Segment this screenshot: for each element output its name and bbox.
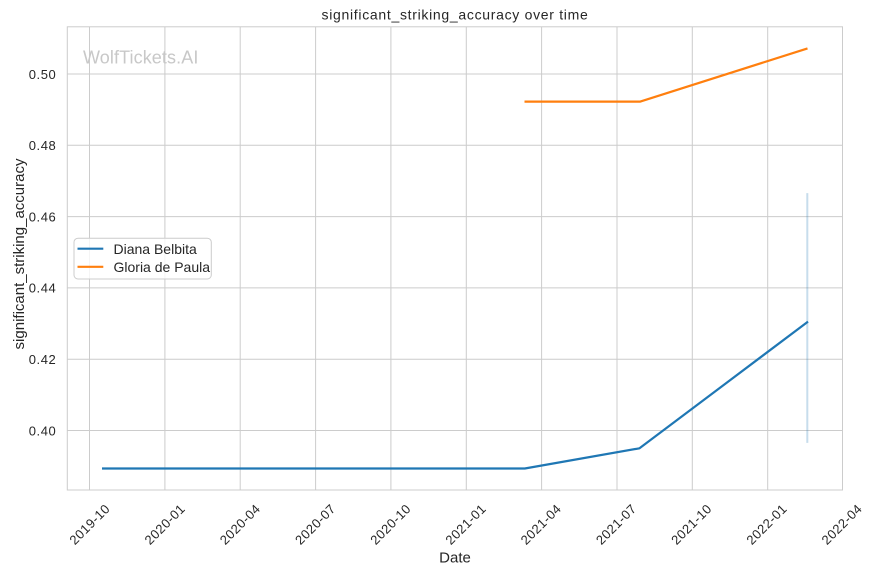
svg-text:2019-10: 2019-10: [66, 501, 113, 548]
svg-text:0.50: 0.50: [29, 67, 57, 82]
svg-text:0.46: 0.46: [29, 209, 57, 224]
svg-text:Diana Belbita: Diana Belbita: [114, 241, 197, 257]
svg-text:Date: Date: [439, 550, 471, 567]
svg-text:0.40: 0.40: [29, 423, 57, 438]
svg-text:2022-01: 2022-01: [743, 501, 790, 548]
svg-text:WolfTickets.AI: WolfTickets.AI: [83, 48, 198, 68]
svg-text:0.42: 0.42: [29, 352, 57, 367]
svg-text:2020-10: 2020-10: [367, 501, 414, 548]
svg-text:2022-04: 2022-04: [819, 501, 866, 548]
svg-text:significant_striking_accuracy: significant_striking_accuracy over time: [322, 7, 589, 23]
svg-text:2021-04: 2021-04: [518, 501, 565, 548]
svg-text:significant_striking_accuracy: significant_striking_accuracy: [11, 158, 28, 349]
svg-text:2020-07: 2020-07: [292, 501, 339, 548]
svg-text:2021-01: 2021-01: [442, 501, 489, 548]
svg-text:2021-10: 2021-10: [668, 501, 715, 548]
svg-text:2020-04: 2020-04: [217, 501, 264, 548]
svg-text:0.44: 0.44: [29, 281, 57, 296]
svg-text:2021-07: 2021-07: [593, 501, 640, 548]
svg-text:0.48: 0.48: [29, 138, 57, 153]
svg-text:2020-01: 2020-01: [142, 501, 189, 548]
svg-text:Gloria de Paula: Gloria de Paula: [114, 259, 211, 275]
